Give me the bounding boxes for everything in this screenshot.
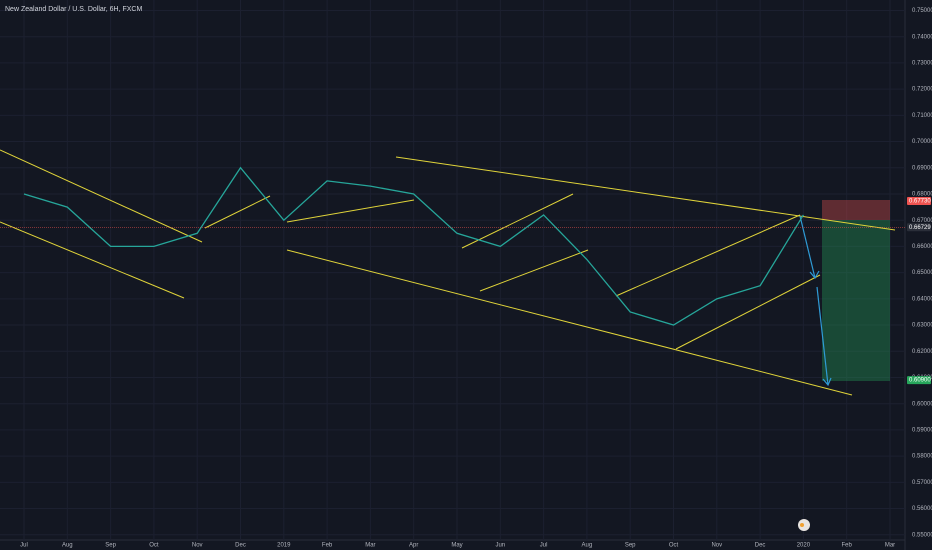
y-tick-label: 0.64000 [912,296,932,302]
x-tick-label: Sep [625,543,636,549]
x-tick-label: Sep [105,543,116,549]
price-label-box [907,197,931,206]
y-tick-label: 0.75000 [912,8,932,14]
x-tick-label: Dec [235,543,246,549]
y-tick-label: 0.57000 [912,480,932,486]
price-label: 0.66729 [909,225,931,231]
trend-line [286,249,853,396]
x-tick-label: Oct [669,543,679,549]
x-tick-label: Jul [540,543,548,549]
chart-title: New Zealand Dollar / U.S. Dollar, 6H, FX… [5,6,142,13]
x-tick-label: 2019 [277,543,291,549]
y-tick-label: 0.58000 [912,454,932,460]
x-tick-label: Mar [365,543,375,549]
y-tick-label: 0.65000 [912,270,932,276]
x-tick-label: May [451,543,462,549]
y-tick-label: 0.68000 [912,192,932,198]
trend-line [0,221,185,299]
price-label-box [907,223,931,232]
y-tick-label: 0.59000 [912,427,932,433]
x-tick-label: Dec [755,543,766,549]
x-tick-label: Jun [495,543,505,549]
y-tick-label: 0.73000 [912,60,932,66]
trend-line [395,156,896,231]
y-tick-label: 0.63000 [912,323,932,329]
x-tick-label: Feb [842,543,853,549]
arrow-head [822,377,832,387]
trend-line [286,199,415,223]
y-tick-label: 0.62000 [912,349,932,355]
plot [23,166,804,326]
price-label-box [907,376,931,385]
arrow [816,286,829,386]
stop-zone [822,200,890,220]
trend-line [675,274,821,350]
trend-lines [0,149,896,396]
arrow [799,215,816,279]
price-line [23,166,804,326]
y-tick-label: 0.69000 [912,165,932,171]
projection-arrows [799,215,832,387]
y-tick-label: 0.56000 [912,506,932,512]
y-tick-label: 0.74000 [912,34,932,40]
trend-line [204,195,271,229]
y-tick-label: 0.60000 [912,401,932,407]
x-tick-label: Oct [149,543,159,549]
x-tick-label: Nov [192,543,203,549]
x-tick-label: Aug [582,543,593,549]
trend-line [461,193,574,249]
arrow-head [809,270,820,280]
y-tick-label: 0.71000 [912,113,932,119]
grid [0,0,905,540]
trend-line [615,214,801,297]
price-label: 0.60900 [909,378,931,384]
x-tick-label: Aug [62,543,73,549]
logo-dot [800,523,804,527]
y-tick-label: 0.66000 [912,244,932,250]
x-tick-label: 2020 [797,543,811,549]
trend-line [0,149,203,243]
x-tick-label: Feb [322,543,333,549]
y-tick-label: 0.70000 [912,139,932,145]
y-tick-label: 0.55000 [912,532,932,538]
price-label: 0.67730 [909,199,931,205]
y-tick-label: 0.67000 [912,218,932,224]
x-tick-label: Apr [409,543,418,549]
logo [798,519,810,531]
x-tick-label: Mar [885,543,895,549]
x-tick-label: Jul [20,543,28,549]
target-zone [822,220,890,381]
x-tick-label: Nov [711,543,722,549]
trend-line [479,249,589,292]
y-tick-label: 0.72000 [912,87,932,93]
